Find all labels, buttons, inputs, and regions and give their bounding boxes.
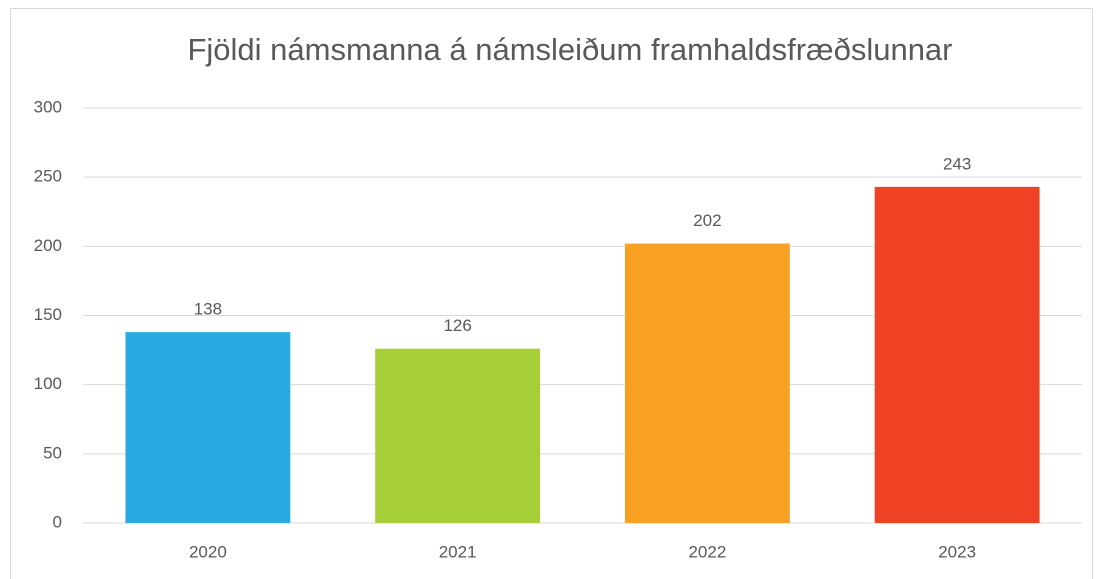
x-tick-label: 2023	[938, 542, 976, 561]
bar	[624, 243, 790, 524]
y-tick-label: 0	[53, 512, 62, 531]
data-label: 243	[943, 154, 971, 173]
y-tick-label: 300	[34, 97, 62, 116]
x-tick-label: 2022	[688, 542, 726, 561]
x-tick-label: 2020	[189, 542, 227, 561]
y-tick-label: 200	[34, 236, 62, 255]
data-label: 138	[194, 300, 222, 319]
y-tick-label: 250	[34, 167, 62, 186]
data-label: 202	[693, 211, 721, 230]
y-tick-label: 100	[34, 374, 62, 393]
chart-title: Fjöldi námsmanna á námsleiðum framhaldsf…	[187, 32, 952, 67]
y-tick-label: 50	[43, 443, 62, 462]
bar	[375, 348, 541, 523]
bar	[125, 332, 291, 523]
y-tick-label: 150	[34, 305, 62, 324]
x-tick-label: 2021	[439, 542, 477, 561]
bar	[874, 186, 1040, 523]
data-label: 126	[443, 316, 471, 335]
